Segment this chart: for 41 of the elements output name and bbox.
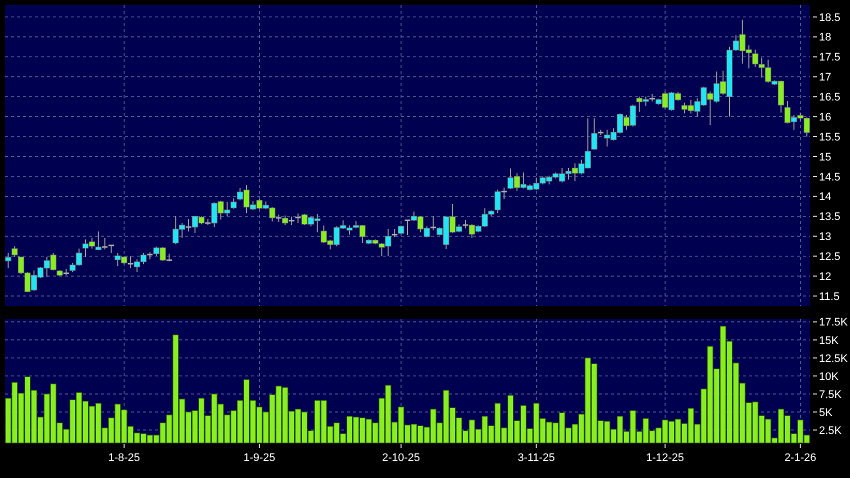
y-tick-label: 16	[819, 111, 832, 124]
x-tick-label: 1-8-25	[108, 452, 140, 464]
candlestick	[5, 252, 12, 269]
y-tick-label: 14	[819, 191, 832, 204]
candlestick	[12, 246, 18, 258]
x-tick-label: 2-1-26	[784, 452, 816, 464]
y-tick-label: 15.5	[819, 131, 840, 144]
y-tick-label: 13.5	[819, 211, 840, 224]
candlestick	[101, 237, 108, 250]
y-tick-label: 16.5	[819, 92, 840, 104]
y-tick-label: 12.5K	[819, 352, 848, 365]
candlestick	[591, 118, 598, 150]
candlestick	[127, 256, 134, 269]
candlestick	[282, 215, 288, 226]
y-tick-label: 2.5K	[819, 424, 842, 437]
candlestick	[185, 218, 192, 232]
x-tick-label: 1-9-25	[243, 452, 276, 464]
y-tick-label: 17.5	[819, 52, 840, 64]
candlestick	[294, 213, 302, 224]
x-tick-label: 3-11-25	[518, 452, 555, 464]
y-tick-label: 17.5K	[819, 316, 848, 329]
candlestick	[404, 220, 412, 236]
y-tick-label: 12	[819, 270, 832, 283]
y-tick-label: 5K	[819, 406, 834, 419]
candlestick	[95, 230, 102, 251]
y-tick-label: 15K	[819, 334, 840, 347]
y-tick-label: 18.5	[819, 12, 840, 24]
x-tick-label: 1-12-25	[646, 452, 684, 464]
candlestick	[500, 187, 508, 200]
y-tick-label: 10K	[819, 370, 840, 383]
y-tick-label: 17	[819, 72, 832, 84]
y-tick-label: 13	[819, 231, 832, 244]
y-tick-label: 15	[819, 151, 832, 164]
y-tick-label: 18	[819, 32, 832, 44]
y-tick-label: 14.5	[819, 171, 840, 184]
x-tick-label: 2-10-25	[382, 452, 420, 464]
y-tick-label: 7.5K	[819, 388, 842, 401]
y-tick-label: 11.5	[819, 290, 840, 303]
candlestick	[494, 189, 501, 214]
candlestick	[430, 216, 437, 231]
y-tick-label: 12.5	[819, 251, 840, 264]
